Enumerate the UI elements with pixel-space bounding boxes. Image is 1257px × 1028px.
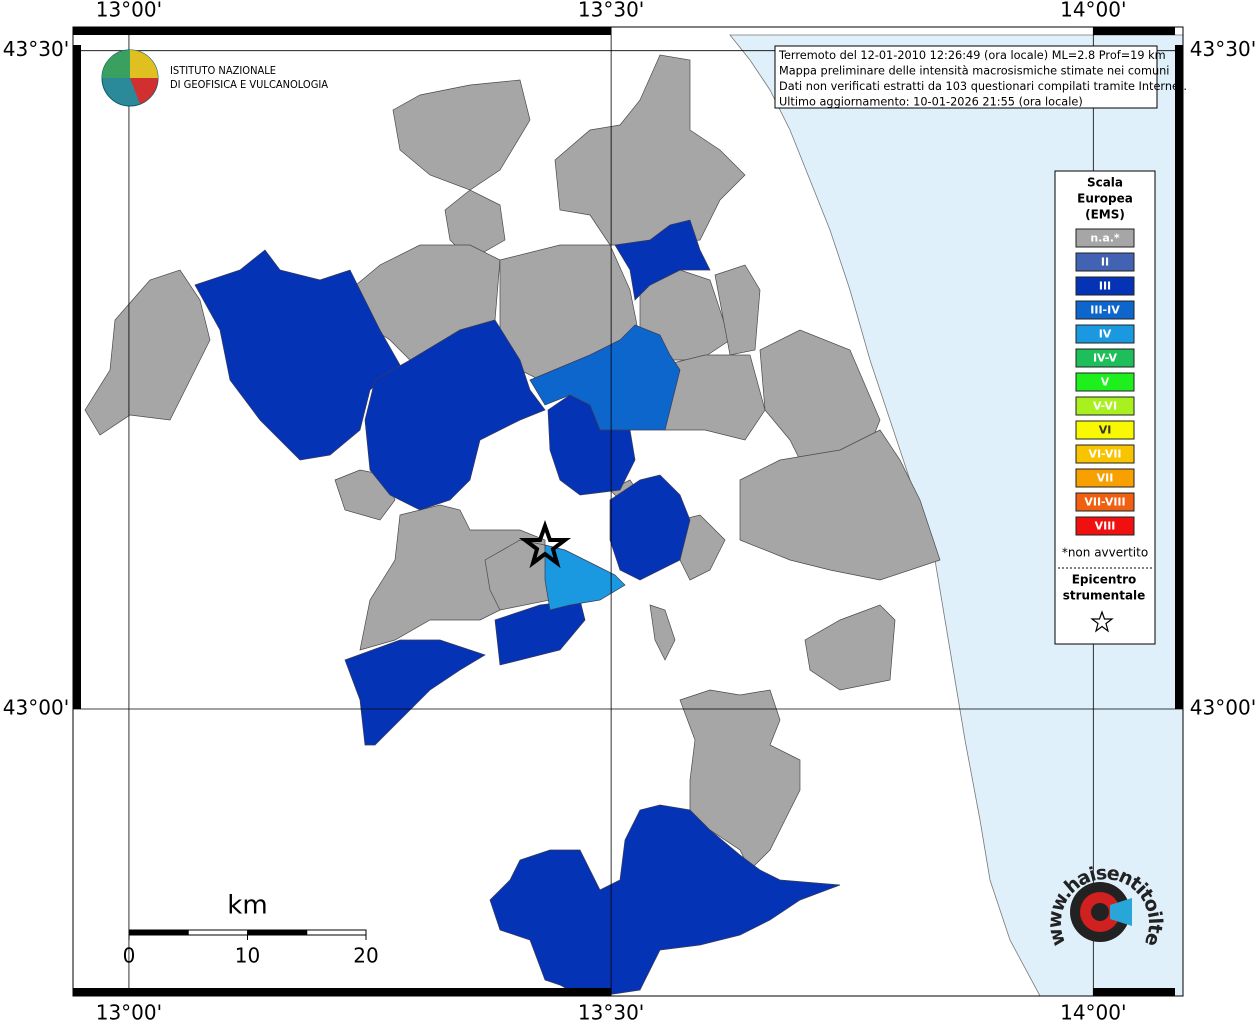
lon-label: 13°00' [96, 0, 162, 22]
lat-label: 43°00' [3, 695, 69, 719]
logo-text: DI GEOFISICA E VULCANOLOGIA [170, 78, 328, 91]
info-line: Dati non verificati estratti da 103 ques… [779, 80, 1187, 93]
legend-label: V [1101, 376, 1110, 389]
legend-note: *non avvertito [1062, 546, 1148, 560]
scale-segment [128, 929, 189, 936]
scale-segment [247, 929, 308, 936]
info-box [774, 45, 1158, 109]
legend-swatch [1075, 492, 1135, 512]
legend-label: VI-VII [1088, 448, 1121, 461]
lon-label: 13°30' [578, 1001, 644, 1025]
legend-epicenter: strumentale [1063, 589, 1146, 603]
legend-label: V-VI [1093, 400, 1117, 413]
legend-swatch [1075, 300, 1135, 320]
info-line: Ultimo aggiornamento: 10-01-2026 21:55 (… [779, 96, 1083, 109]
legend-title: (EMS) [1085, 208, 1125, 222]
epicenter-star [519, 520, 571, 569]
frame-border [73, 27, 1183, 996]
legend-swatch [1075, 420, 1135, 440]
scale-segment [306, 929, 367, 936]
legend-label: n.a.* [1090, 232, 1120, 245]
lon-label: 14°00' [1060, 0, 1126, 22]
legend-swatch [1075, 444, 1135, 464]
legend-epicenter: Epicentro [1072, 573, 1137, 587]
legend-label: VI [1099, 424, 1112, 437]
legend-title: Scala [1087, 176, 1123, 190]
legend-label: VII-VIII [1084, 496, 1125, 509]
scale-segment [187, 929, 248, 936]
legend-label: II [1101, 256, 1109, 269]
logo: ISTITUTO NAZIONALE DI GEOFISICA E VULCAN… [101, 49, 328, 107]
legend-swatch [1075, 252, 1135, 272]
legend: ScalaEuropea(EMS)n.a.*IIIIIIII-IVIVIV-VV… [1062, 176, 1148, 603]
legend-star [1090, 610, 1114, 633]
legend-label: III-IV [1090, 304, 1120, 317]
scale-label: 10 [235, 944, 260, 968]
info-line: Terremoto del 12-01-2010 12:26:49 (ora l… [778, 49, 1166, 62]
legend-swatch [1075, 372, 1135, 392]
lat-label: 43°30' [3, 37, 69, 61]
legend-label: IV [1099, 328, 1112, 341]
legend-swatch [1075, 276, 1135, 296]
scale-bar: km 0 10 20 [123, 891, 379, 968]
legend-swatch [1075, 228, 1135, 248]
legend-swatch [1075, 516, 1135, 536]
legend-label: IV-V [1093, 352, 1118, 365]
info-text: Terremoto del 12-01-2010 12:26:49 (ora l… [778, 49, 1187, 109]
legend-swatch [1075, 468, 1135, 488]
scale-label: 20 [353, 944, 378, 968]
lat-label: 43°00' [1190, 695, 1256, 719]
scale-unit: km [227, 891, 267, 921]
scale-label: 0 [123, 944, 136, 968]
logo-text: ISTITUTO NAZIONALE [170, 64, 276, 77]
lon-label: 13°30' [578, 0, 644, 22]
lat-label: 43°30' [1190, 37, 1256, 61]
legend-swatch [1075, 396, 1135, 416]
legend-label: VIII [1095, 520, 1116, 533]
lon-label: 13°00' [96, 1001, 162, 1025]
municipalities [84, 54, 941, 997]
info-line: Mappa preliminare delle intensità macros… [779, 65, 1169, 78]
legend-title: Europea [1077, 192, 1133, 206]
legend-swatch [1075, 324, 1135, 344]
lon-label: 14°00' [1060, 1001, 1126, 1025]
legend-swatch [1075, 348, 1135, 368]
legend-label: III [1099, 280, 1111, 293]
legend-label: VII [1097, 472, 1114, 485]
